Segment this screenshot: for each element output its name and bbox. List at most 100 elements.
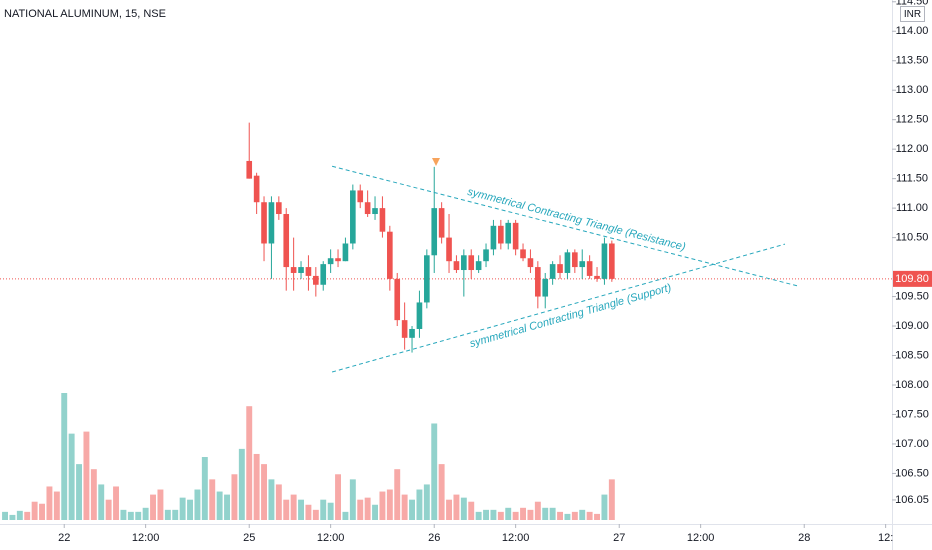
candle-body — [483, 249, 489, 262]
x-tick-label: 26 — [428, 532, 440, 544]
volume-bar — [76, 464, 82, 520]
volume-bar — [401, 494, 408, 520]
volume-bar — [187, 499, 193, 520]
candle-body — [313, 275, 319, 285]
x-tick-label: 22 — [58, 532, 70, 544]
volume-bar — [261, 464, 267, 520]
y-tick-label: 108.50 — [895, 349, 929, 361]
volume-bar — [216, 491, 223, 520]
volume-bar — [386, 489, 393, 520]
candle-body — [409, 328, 415, 338]
candle-body — [498, 225, 504, 244]
candle-body — [601, 243, 608, 279]
x-tick-label: 27 — [613, 532, 625, 544]
y-tick-label: 113.00 — [896, 84, 929, 96]
candle-body — [416, 302, 423, 329]
candle-body — [490, 225, 497, 250]
volume-bar — [231, 474, 238, 520]
trendline — [331, 165, 798, 287]
volume-bar — [608, 479, 615, 520]
currency-box — [900, 6, 925, 22]
volume-bar — [549, 507, 556, 520]
candle-body — [298, 267, 304, 273]
candle-body — [268, 202, 275, 244]
candle-body — [564, 252, 571, 273]
x-tick-label: 12:00 — [132, 532, 160, 544]
y-tick-label: 108.00 — [895, 379, 929, 391]
volume-bar — [2, 511, 8, 520]
volume-bar — [105, 499, 112, 520]
candle-body — [461, 255, 467, 271]
x-tick-label: 12: — [878, 532, 893, 544]
x-tick-label: 12:00 — [502, 532, 530, 544]
candle-body — [350, 190, 356, 244]
volume-bar — [372, 504, 378, 520]
volume-bar — [431, 423, 438, 520]
volume-bar — [253, 453, 260, 520]
y-tick-label: 113.50 — [896, 55, 929, 67]
volume-bar — [349, 479, 356, 520]
volume-bar — [98, 484, 105, 520]
volume-bar — [113, 486, 119, 520]
volume-bar — [90, 469, 97, 520]
volume-bar — [24, 511, 31, 520]
candle-body — [283, 214, 290, 268]
trendline — [331, 243, 786, 373]
candle-body — [424, 255, 430, 303]
volume-bar — [120, 509, 127, 520]
candle-body — [364, 202, 371, 215]
volume-bar — [527, 509, 534, 520]
volume-bar — [416, 489, 423, 520]
candle-body — [505, 222, 512, 244]
y-tick-label: 112.00 — [896, 143, 929, 155]
volume-bar — [453, 494, 460, 520]
x-tick-label: 12:00 — [687, 532, 715, 544]
volume-bar — [127, 511, 134, 520]
volume-bar — [364, 497, 371, 520]
volume-bar — [46, 486, 53, 520]
volume-bar — [142, 507, 149, 520]
candle-body — [394, 278, 401, 321]
candle-body — [542, 278, 549, 297]
candle-body — [372, 208, 378, 215]
y-tick-label: 107.00 — [895, 438, 929, 450]
volume-bar — [490, 509, 497, 520]
last-price-label: 109.80 — [895, 273, 929, 285]
candle-body — [342, 243, 349, 262]
x-tick-label: 12:00 — [317, 532, 345, 544]
volume-bar — [423, 484, 430, 520]
volume-bar — [31, 501, 38, 520]
candle-body — [438, 208, 445, 238]
volume-bar — [68, 433, 75, 520]
x-tick-label: 25 — [243, 532, 255, 544]
candle-body — [468, 255, 475, 271]
candle-body — [527, 258, 534, 268]
volume-bar — [209, 479, 216, 520]
volume-bar — [475, 511, 482, 520]
candle-body — [387, 231, 393, 279]
volume-bar — [586, 511, 593, 520]
candle-body — [549, 264, 556, 279]
volume-bar — [505, 507, 512, 520]
candle-body — [512, 222, 519, 250]
candle-body — [586, 261, 593, 276]
volume-bar — [564, 513, 571, 520]
candle-body — [401, 320, 408, 338]
volume-bar — [379, 491, 386, 520]
event-marker — [432, 158, 440, 166]
volume-bar — [446, 499, 452, 520]
volume-bar — [512, 511, 519, 520]
y-tick-label: 111.50 — [896, 173, 928, 185]
last-price-tag — [893, 270, 932, 287]
volume-bar — [179, 497, 186, 520]
volume-bar — [201, 457, 208, 520]
currency-label: INR — [904, 9, 921, 20]
volume-bar — [53, 491, 60, 520]
y-tick-label: 111.00 — [896, 202, 928, 214]
volume-bar — [342, 511, 349, 520]
candle-body — [557, 264, 563, 273]
candle-body — [357, 190, 364, 203]
candle-body — [261, 202, 267, 244]
candle-body — [327, 258, 334, 265]
volume-bar — [335, 474, 341, 520]
